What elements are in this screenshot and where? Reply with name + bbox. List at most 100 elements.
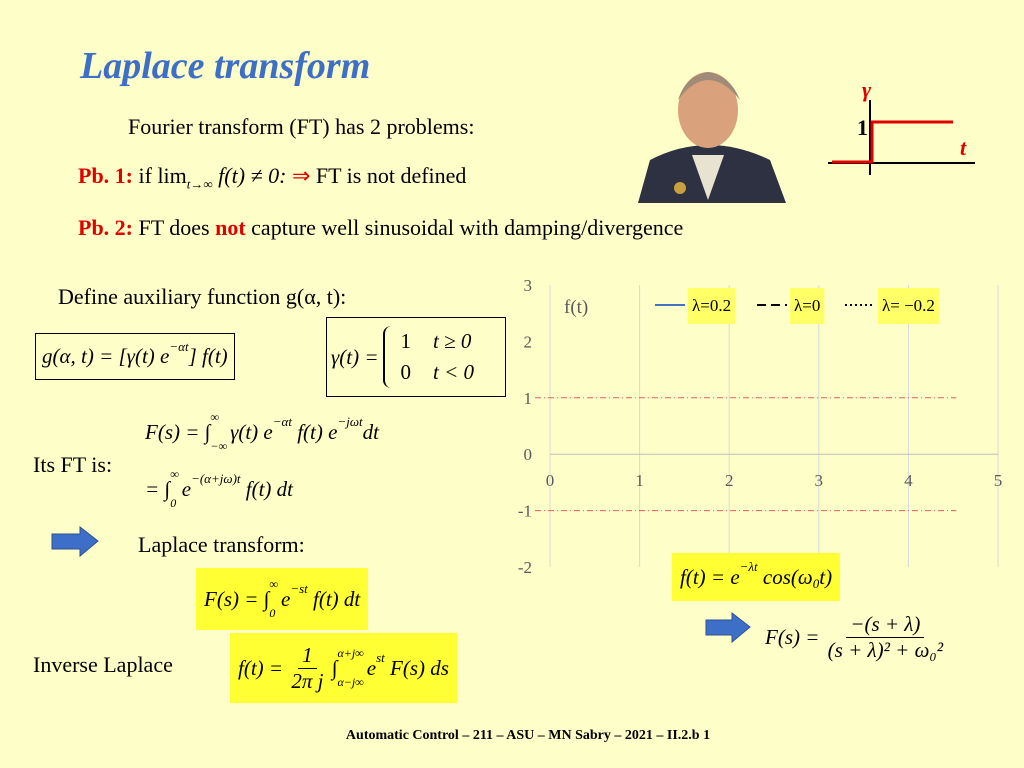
arrow: ⇒ (291, 163, 311, 188)
superscript: −(α+jω)t (191, 471, 241, 486)
case-cell: t < 0 (433, 360, 475, 384)
legend-label: λ=0.2 (692, 296, 731, 315)
subscript: t→∞ (186, 176, 213, 192)
legend-bg (878, 288, 939, 324)
math-text: e (366, 655, 377, 680)
limits: α+j∞ α−j∞ (337, 646, 363, 690)
problem-2: Pb. 2: FT does not capture well sinusoid… (78, 215, 683, 241)
math-text: g(α, t) = [γ(t) e (42, 344, 170, 368)
laplace-label: Laplace transform: (138, 532, 305, 557)
its-ft: Its FT is: (33, 452, 113, 477)
denominator: 2π j (291, 668, 324, 693)
text: FT does (138, 215, 210, 240)
arrow-icon (51, 526, 99, 558)
inverse-label: Inverse Laplace (33, 652, 173, 677)
fraction: 1 2π j (291, 643, 323, 694)
math-text: ] f(t) (188, 344, 228, 368)
math-text: t) (819, 564, 833, 589)
y-tick-label: 3 (524, 276, 533, 295)
x-tick-label: 5 (994, 471, 1003, 490)
formula: F(s) = ∫ ∞ −∞ γ(t) e −αt f(t) e −jωt dt (145, 410, 379, 454)
upper-limit: ∞ (269, 577, 278, 591)
numerator: 1 (298, 643, 317, 669)
level: 1 (857, 115, 868, 140)
subscript: 0 (812, 576, 820, 591)
arrow (705, 612, 751, 644)
case-cell: t ≥ 0 (433, 329, 472, 353)
emphasis: not (215, 215, 246, 240)
math-text: f(t) dt (240, 476, 294, 501)
upper-limit: α+j∞ (337, 646, 364, 660)
step-diagram: γ 1 t (828, 77, 975, 175)
text: f(t) ≠ 0: (218, 163, 287, 188)
case-cell: 1 (400, 329, 412, 353)
hair (678, 72, 740, 100)
superscript: −st (290, 581, 308, 596)
superscript: −αt (169, 338, 189, 354)
portrait (638, 63, 786, 203)
x-tick-label: 2 (725, 471, 734, 490)
formula: = ∫ ∞ 0 e −(α+jω)t f(t) dt (145, 467, 293, 511)
y-tick-label: -1 (518, 502, 532, 521)
brace (382, 326, 395, 388)
formula: f(t) = 1 2π j ∫ α+j∞ α−j∞ e st F(s) ds (230, 633, 457, 703)
math-text: F(s) = ∫ (145, 419, 211, 444)
text: if lim (138, 163, 187, 188)
x-tick-label: 4 (904, 471, 913, 490)
formula: f(t) = e −λt cos(ω 0 t) (672, 553, 841, 601)
math-text: F(s) = ∫ (204, 586, 270, 611)
arrow-icon (705, 612, 751, 644)
fraction: −(s + λ) (s + λ)² + ω₀² (828, 612, 943, 663)
case-cell: 0 (400, 360, 412, 384)
lower-limit: −∞ (210, 439, 228, 453)
label: Pb. 1: (78, 163, 133, 188)
y-tick-label: 2 (524, 332, 533, 351)
superscript: −jωt (337, 414, 363, 429)
head (678, 72, 738, 148)
legend-bg (688, 288, 736, 324)
math-text: F(s) = (765, 625, 825, 649)
x-tick-label: 3 (815, 471, 824, 490)
y-axis-label: f(t) (564, 297, 588, 318)
intro: Fourier transform (FT) has 2 problems: (128, 114, 475, 139)
denominator: (s + λ)² + ω₀² (827, 638, 943, 662)
math-text: e (280, 586, 291, 611)
title: Laplace transform (80, 45, 371, 87)
math-text: γ(t) = (331, 344, 379, 369)
x-label: t (960, 135, 967, 160)
define: Define auxiliary function g(α, t): (58, 284, 347, 309)
y-label: γ (862, 77, 872, 102)
superscript: −αt (272, 414, 292, 429)
legend-label: λ=0 (794, 296, 820, 315)
limits: ∞ 0 (269, 577, 278, 621)
formula: g(α, t) = [γ(t) e −αt] f(t) (35, 333, 235, 380)
lower-limit: 0 (170, 496, 177, 510)
lower-limit: 0 (269, 606, 276, 620)
x-tick-label: 1 (635, 471, 644, 490)
legend-label: λ= −0.2 (882, 296, 935, 315)
superscript: st (376, 650, 385, 665)
collar (692, 155, 724, 200)
math-text: F(s) ds (384, 655, 449, 680)
math-text: cos(ω (757, 564, 813, 589)
text: capture well sinusoidal with damping/div… (251, 215, 684, 240)
math-text: = ∫ (145, 476, 171, 501)
math-text: f(t) = (238, 655, 289, 680)
limits: ∞ 0 (170, 467, 179, 511)
text: FT is not defined (315, 163, 467, 188)
limits: ∞ −∞ (210, 410, 227, 454)
legend-bg (790, 288, 825, 324)
problem-1: Pb. 1: if limt→∞ f(t) ≠ 0: ⇒ FT is not d… (78, 163, 466, 192)
math-text: dt (362, 419, 379, 444)
lower-limit: α−j∞ (337, 675, 364, 689)
math-text: e (181, 476, 192, 501)
upper-limit: ∞ (210, 410, 219, 424)
math-text: ∫ (326, 655, 338, 680)
math-text: f(t) e (291, 419, 338, 444)
formula: γ(t) = 1 t ≥ 0 0 t < 0 (326, 317, 506, 397)
formula: F(s) = ∫ ∞ 0 e −st f(t) dt (196, 568, 369, 630)
y-tick-label: 0 (524, 445, 533, 464)
step (832, 120, 953, 164)
